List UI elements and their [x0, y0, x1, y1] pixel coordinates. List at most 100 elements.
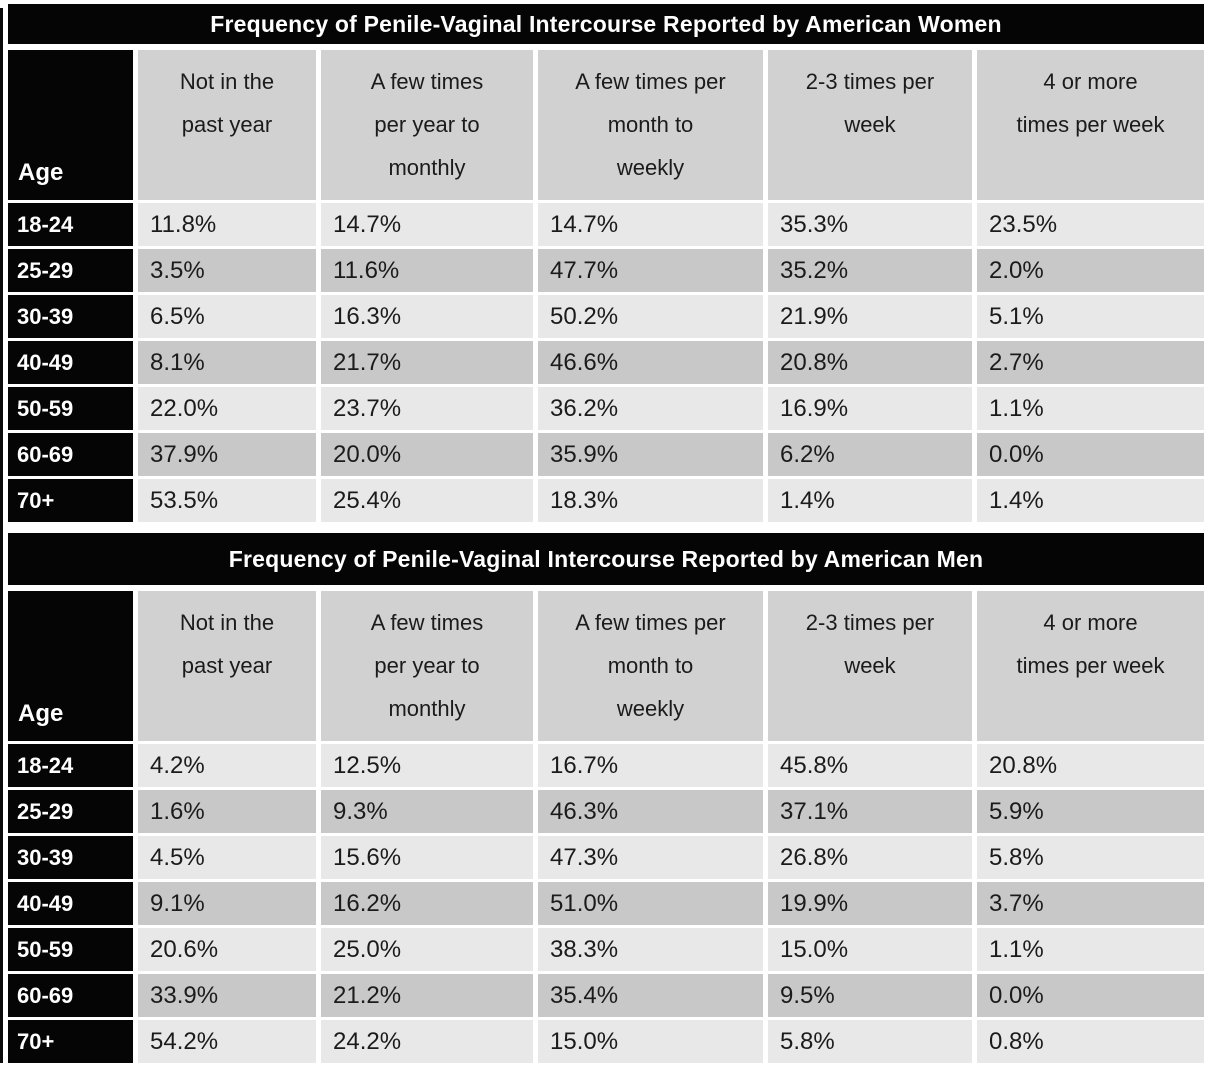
data-cell: 12.5%: [321, 744, 533, 787]
row-age-label: 50-59: [8, 387, 133, 430]
data-cell: 38.3%: [538, 928, 763, 971]
data-cell: 1.6%: [138, 790, 316, 833]
data-cell: 1.4%: [768, 479, 972, 522]
age-column-header: Age: [8, 591, 133, 741]
data-cell: 45.8%: [768, 744, 972, 787]
row-age-label: 18-24: [8, 203, 133, 246]
data-cell: 3.5%: [138, 249, 316, 292]
data-cell: 14.7%: [321, 203, 533, 246]
data-cell: 2.7%: [977, 341, 1204, 384]
data-cell: 20.0%: [321, 433, 533, 476]
data-cell: 9.1%: [138, 882, 316, 925]
column-header: Not in the past year: [138, 50, 316, 200]
data-cell: 36.2%: [538, 387, 763, 430]
data-cell: 47.7%: [538, 249, 763, 292]
data-cell: 35.4%: [538, 974, 763, 1017]
data-cell: 37.1%: [768, 790, 972, 833]
data-cell: 1.4%: [977, 479, 1204, 522]
data-cell: 21.7%: [321, 341, 533, 384]
data-cell: 22.0%: [138, 387, 316, 430]
data-cell: 5.9%: [977, 790, 1204, 833]
data-cell: 47.3%: [538, 836, 763, 879]
data-cell: 2.0%: [977, 249, 1204, 292]
data-cell: 5.8%: [977, 836, 1204, 879]
row-age-label: 50-59: [8, 928, 133, 971]
data-cell: 46.3%: [538, 790, 763, 833]
data-cell: 18.3%: [538, 479, 763, 522]
data-cell: 11.6%: [321, 249, 533, 292]
data-cell: 33.9%: [138, 974, 316, 1017]
row-age-label: 30-39: [8, 836, 133, 879]
row-age-label: 40-49: [8, 882, 133, 925]
data-cell: 1.1%: [977, 928, 1204, 971]
data-cell: 26.8%: [768, 836, 972, 879]
data-cell: 11.8%: [138, 203, 316, 246]
women-table-grid: Age Not in the past year A few times per y…: [8, 50, 1204, 522]
data-cell: 9.5%: [768, 974, 972, 1017]
data-cell: 5.1%: [977, 295, 1204, 338]
row-age-label: 30-39: [8, 295, 133, 338]
column-header: 4 or more times per week: [977, 591, 1204, 741]
data-cell: 15.0%: [538, 1020, 763, 1063]
women-table-title: Frequency of Penile-Vaginal Intercourse …: [8, 4, 1204, 44]
row-age-label: 40-49: [8, 341, 133, 384]
row-age-label: 70+: [8, 479, 133, 522]
data-cell: 14.7%: [538, 203, 763, 246]
column-header: 4 or more times per week: [977, 50, 1204, 200]
data-cell: 20.6%: [138, 928, 316, 971]
data-cell: 46.6%: [538, 341, 763, 384]
data-cell: 0.0%: [977, 974, 1204, 1017]
data-cell: 35.9%: [538, 433, 763, 476]
data-cell: 24.2%: [321, 1020, 533, 1063]
row-age-label: 60-69: [8, 974, 133, 1017]
data-cell: 20.8%: [768, 341, 972, 384]
column-header: A few times per year to monthly: [321, 591, 533, 741]
men-table-grid: Age Not in the past year A few times per y…: [8, 591, 1204, 1063]
data-cell: 5.8%: [768, 1020, 972, 1063]
data-cell: 16.2%: [321, 882, 533, 925]
data-cell: 6.2%: [768, 433, 972, 476]
row-age-label: 25-29: [8, 790, 133, 833]
data-cell: 0.8%: [977, 1020, 1204, 1063]
data-cell: 6.5%: [138, 295, 316, 338]
data-cell: 19.9%: [768, 882, 972, 925]
data-cell: 20.8%: [977, 744, 1204, 787]
data-cell: 16.9%: [768, 387, 972, 430]
data-cell: 25.4%: [321, 479, 533, 522]
column-header: A few times per month to weekly: [538, 591, 763, 741]
data-cell: 25.0%: [321, 928, 533, 971]
column-header: A few times per month to weekly: [538, 50, 763, 200]
row-age-label: 18-24: [8, 744, 133, 787]
data-cell: 15.0%: [768, 928, 972, 971]
column-header: A few times per year to monthly: [321, 50, 533, 200]
data-cell: 51.0%: [538, 882, 763, 925]
women-frequency-table: Frequency of Penile-Vaginal Intercourse …: [8, 4, 1204, 522]
data-cell: 16.3%: [321, 295, 533, 338]
data-cell: 21.9%: [768, 295, 972, 338]
data-cell: 4.2%: [138, 744, 316, 787]
data-cell: 8.1%: [138, 341, 316, 384]
data-cell: 35.3%: [768, 203, 972, 246]
row-age-label: 70+: [8, 1020, 133, 1063]
data-cell: 15.6%: [321, 836, 533, 879]
data-cell: 23.7%: [321, 387, 533, 430]
column-header: 2-3 times per week: [768, 50, 972, 200]
content: Frequency of Penile-Vaginal Intercourse …: [8, 4, 1204, 1063]
data-cell: 23.5%: [977, 203, 1204, 246]
men-frequency-table: Frequency of Penile-Vaginal Intercourse …: [8, 533, 1204, 1063]
men-table-title: Frequency of Penile-Vaginal Intercourse …: [8, 533, 1204, 585]
age-column-header: Age: [8, 50, 133, 200]
data-cell: 54.2%: [138, 1020, 316, 1063]
data-cell: 1.1%: [977, 387, 1204, 430]
left-border-line: [0, 8, 3, 1063]
column-header: 2-3 times per week: [768, 591, 972, 741]
data-cell: 53.5%: [138, 479, 316, 522]
data-cell: 0.0%: [977, 433, 1204, 476]
data-cell: 3.7%: [977, 882, 1204, 925]
data-cell: 21.2%: [321, 974, 533, 1017]
data-cell: 37.9%: [138, 433, 316, 476]
data-cell: 4.5%: [138, 836, 316, 879]
row-age-label: 60-69: [8, 433, 133, 476]
data-cell: 16.7%: [538, 744, 763, 787]
